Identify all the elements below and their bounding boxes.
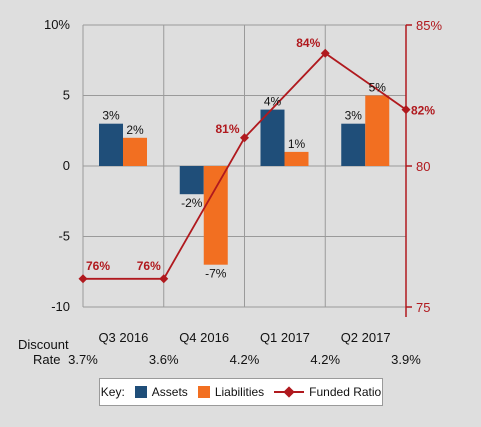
legend: Key: Assets Liabilities Funded Ratio <box>99 378 383 406</box>
data-label-assets-3: 3% <box>345 109 363 123</box>
category-label-1: Q4 2016 <box>179 330 229 345</box>
funded-ratio-label-3: 84% <box>296 36 320 50</box>
bar-assets-1 <box>179 166 204 195</box>
data-label-assets-1: -2% <box>181 196 203 210</box>
discount-rate-value-2: 4.2% <box>230 352 260 367</box>
discount-rate-value-4: 3.9% <box>391 352 421 367</box>
data-label-liabilities-0: 2% <box>126 123 144 137</box>
legend-item-assets: Assets <box>134 385 188 399</box>
legend-swatch-funded-ratio <box>274 386 305 398</box>
data-label-liabilities-1: -7% <box>205 267 227 281</box>
line-layer <box>78 48 411 284</box>
bar-layer <box>99 95 390 265</box>
funded-ratio-label-0: 76% <box>86 259 110 273</box>
bar-liabilities-0 <box>123 137 147 166</box>
bar-assets-0 <box>99 123 123 166</box>
bar-liabilities-1 <box>203 166 228 265</box>
discount-rate-value-0: 3.7% <box>68 352 98 367</box>
funded-ratio-label-2: 81% <box>215 122 239 136</box>
legend-item-funded-ratio: Funded Ratio <box>274 385 381 399</box>
discount-rate-value-1: 3.6% <box>149 352 179 367</box>
bar-assets-3 <box>341 123 366 166</box>
data-label-assets-2: 4% <box>264 95 282 109</box>
legend-label-assets: Assets <box>151 385 188 399</box>
left-tick-label-0: 10% <box>44 17 70 32</box>
right-tick-label-1: 80 <box>416 159 430 174</box>
discount-rate-label-1: Discount <box>18 337 69 352</box>
left-tick-label-2: 0 <box>63 158 70 173</box>
left-tick-label-1: 5 <box>63 88 70 103</box>
funded-ratio-point-2 <box>240 133 249 143</box>
category-label-2: Q1 2017 <box>260 330 310 345</box>
legend-swatch-liabilities <box>197 386 210 398</box>
axis-layer: 10% 5 0 -5 -10 85% 80 75 Q3 2016 Q4 2016 Q1 2017 Q2… <box>18 17 442 367</box>
bar-liabilities-3 <box>365 95 390 166</box>
funded-ratio-point-4 <box>401 105 411 115</box>
left-tick-label-4: -10 <box>51 299 70 314</box>
funded-ratio-point-0 <box>78 274 88 284</box>
legend-label-liabilities: Liabilities <box>214 385 265 399</box>
bar-assets-2 <box>260 109 285 166</box>
right-tick-label-2: 75 <box>416 300 430 315</box>
left-tick-label-3: -5 <box>58 229 70 244</box>
legend-swatch-assets <box>134 386 147 398</box>
funded-ratio-point-3 <box>320 48 330 58</box>
right-tick-label-0: 85% <box>416 18 442 33</box>
discount-rate-value-3: 4.2% <box>310 352 340 367</box>
category-label-0: Q3 2016 <box>98 330 148 345</box>
label-layer: 3% 2% -2% -7% 4% 1% 3% 5% 76% 76% 81% 84% 82% <box>86 36 435 281</box>
legend-item-liabilities: Liabilities <box>197 385 265 399</box>
legend-key-label: Key: <box>100 385 125 399</box>
funded-ratio-point-1 <box>159 274 169 284</box>
funded-ratio-label-4: 82% <box>411 104 435 118</box>
discount-rate-label-2: Rate <box>33 352 60 367</box>
data-label-liabilities-2: 1% <box>288 137 306 151</box>
bar-liabilities-2 <box>284 151 309 166</box>
legend-label-funded-ratio: Funded Ratio <box>309 385 382 399</box>
data-label-assets-0: 3% <box>102 109 120 123</box>
data-label-liabilities-3: 5% <box>369 81 387 95</box>
category-label-3: Q2 2017 <box>341 330 391 345</box>
funded-ratio-label-1: 76% <box>137 259 161 273</box>
